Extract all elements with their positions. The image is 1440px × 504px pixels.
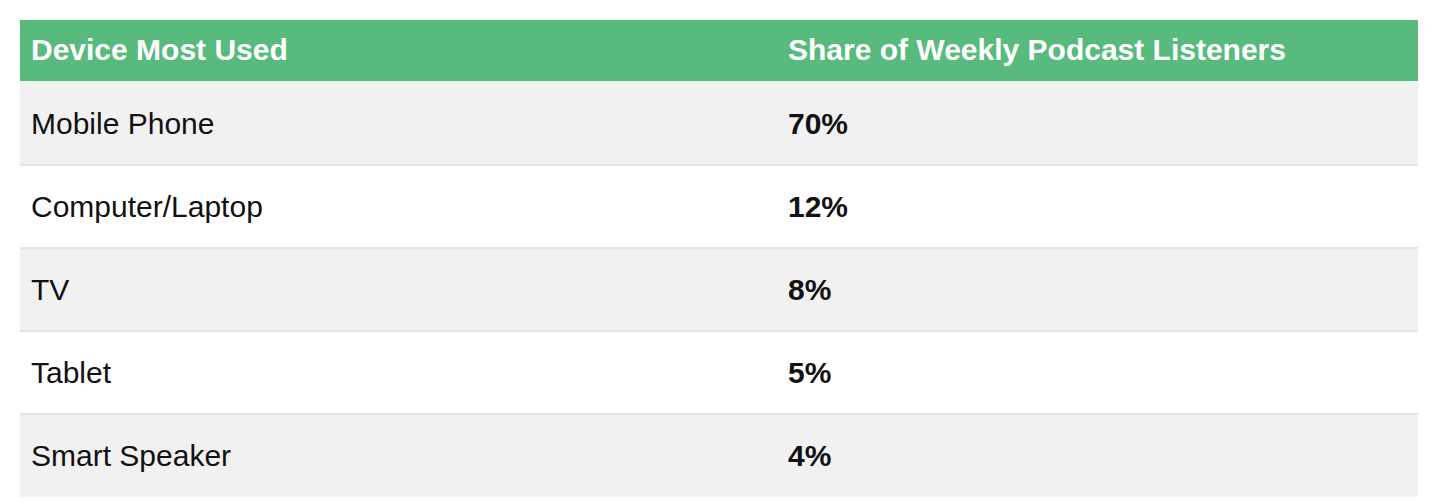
share-value-cell: 70% [777, 82, 1418, 165]
device-cell: Smart Speaker [20, 414, 777, 497]
table-row: Smart Speaker 4% [20, 414, 1418, 497]
share-value-cell: 5% [777, 331, 1418, 414]
column-header-device: Device Most Used [20, 20, 777, 82]
table-row: Computer/Laptop 12% [20, 165, 1418, 248]
device-cell: Mobile Phone [20, 82, 777, 165]
table-row: Tablet 5% [20, 331, 1418, 414]
share-value-cell: 12% [777, 165, 1418, 248]
header-row: Device Most Used Share of Weekly Podcast… [20, 20, 1418, 82]
device-usage-table: Device Most Used Share of Weekly Podcast… [20, 20, 1418, 497]
table-row: TV 8% [20, 248, 1418, 331]
column-header-share: Share of Weekly Podcast Listeners [777, 20, 1418, 82]
device-cell: TV [20, 248, 777, 331]
share-value-cell: 8% [777, 248, 1418, 331]
share-value-cell: 4% [777, 414, 1418, 497]
device-cell: Tablet [20, 331, 777, 414]
page: Device Most Used Share of Weekly Podcast… [0, 0, 1440, 504]
table-row: Mobile Phone 70% [20, 82, 1418, 165]
device-cell: Computer/Laptop [20, 165, 777, 248]
